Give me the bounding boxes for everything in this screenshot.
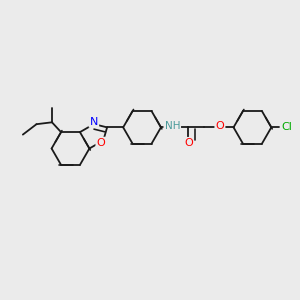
Text: Cl: Cl: [281, 122, 292, 132]
Text: N: N: [90, 117, 98, 127]
Text: NH: NH: [164, 121, 180, 130]
Text: O: O: [216, 121, 224, 131]
Text: O: O: [97, 138, 105, 148]
Text: O: O: [184, 138, 193, 148]
